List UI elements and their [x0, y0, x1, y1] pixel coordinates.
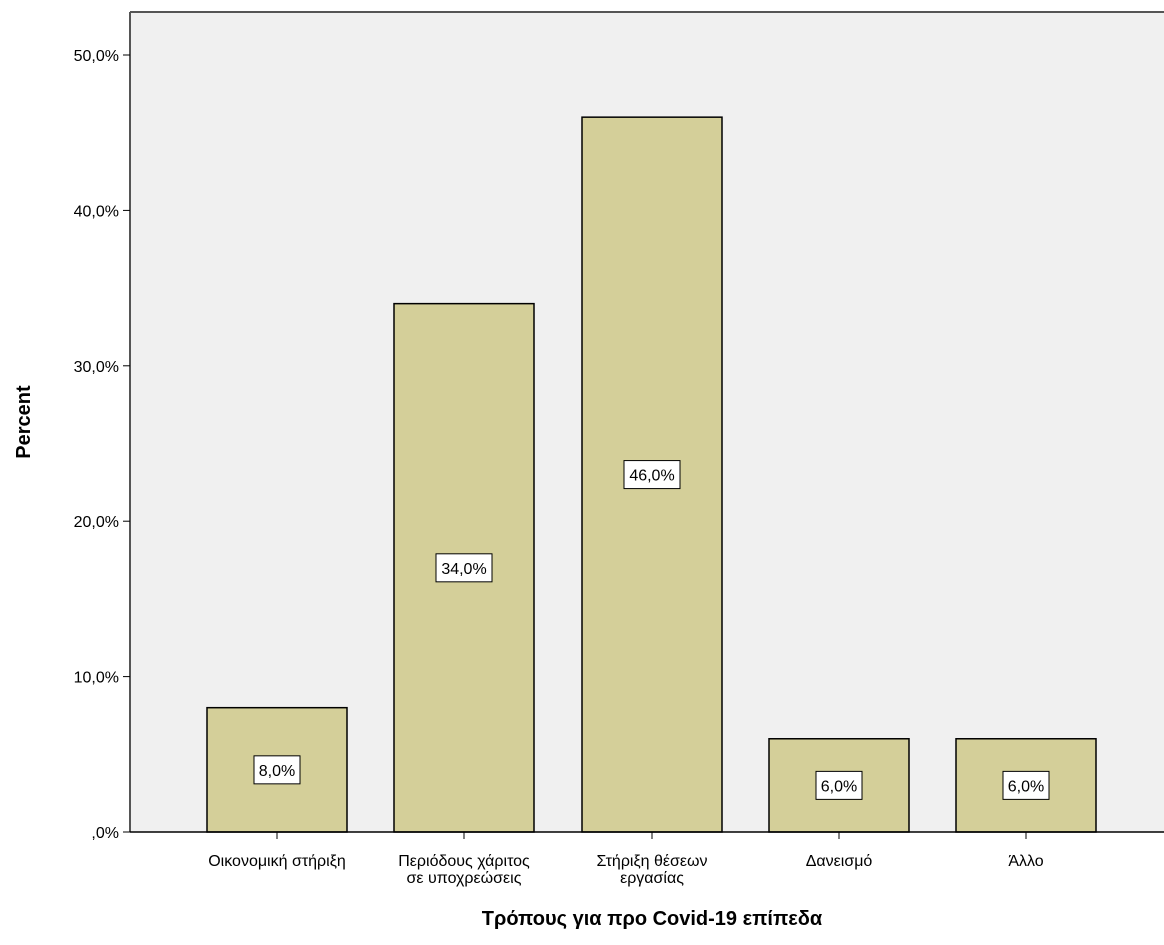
data-label-0: 8,0%: [259, 763, 295, 780]
data-label-2: 46,0%: [629, 468, 674, 485]
x-axis-title: Τρόπους για προ Covid-19 επίπεδα: [482, 908, 823, 930]
data-label-4: 6,0%: [1008, 778, 1044, 795]
x-tick-label-2: Στήριξη θέσεων εργασίας: [596, 853, 707, 887]
data-label-box-4: [1002, 770, 1050, 800]
labels-layer: 8,0% 34,0% 46,0% 6,0% 6,0%: [253, 460, 1050, 800]
y-tick-label-3: 30,0%: [74, 359, 119, 376]
data-label-3: 6,0%: [821, 778, 857, 795]
data-label-box-2: [623, 460, 681, 490]
y-axis-title: Percent: [13, 385, 35, 459]
data-label-box-1: [435, 553, 493, 583]
data-label-box-3: [815, 770, 863, 800]
x-tick-label-3: Δανεισμό: [806, 853, 873, 870]
y-tick-label-2: 20,0%: [74, 514, 119, 531]
data-label-1: 34,0%: [441, 561, 486, 578]
y-tick-label-0: ,0%: [91, 825, 119, 842]
y-tick-label-4: 40,0%: [74, 203, 119, 220]
data-label-box-0: [253, 755, 301, 785]
y-tick-label-1: 10,0%: [74, 670, 119, 687]
x-tick-label-0: Οικονομική στήριξη: [208, 853, 346, 870]
x-tick-label-1: Περιόδους χάριτος σε υποχρεώσεις: [398, 853, 530, 887]
axes-layer: ,0% 10,0% 20,0% 30,0% 40,0% 50,0% Οικονομική σ…: [74, 11, 1164, 887]
x-tick-label-4: Άλλο: [1008, 853, 1043, 870]
y-tick-label-5: 50,0%: [74, 48, 119, 65]
